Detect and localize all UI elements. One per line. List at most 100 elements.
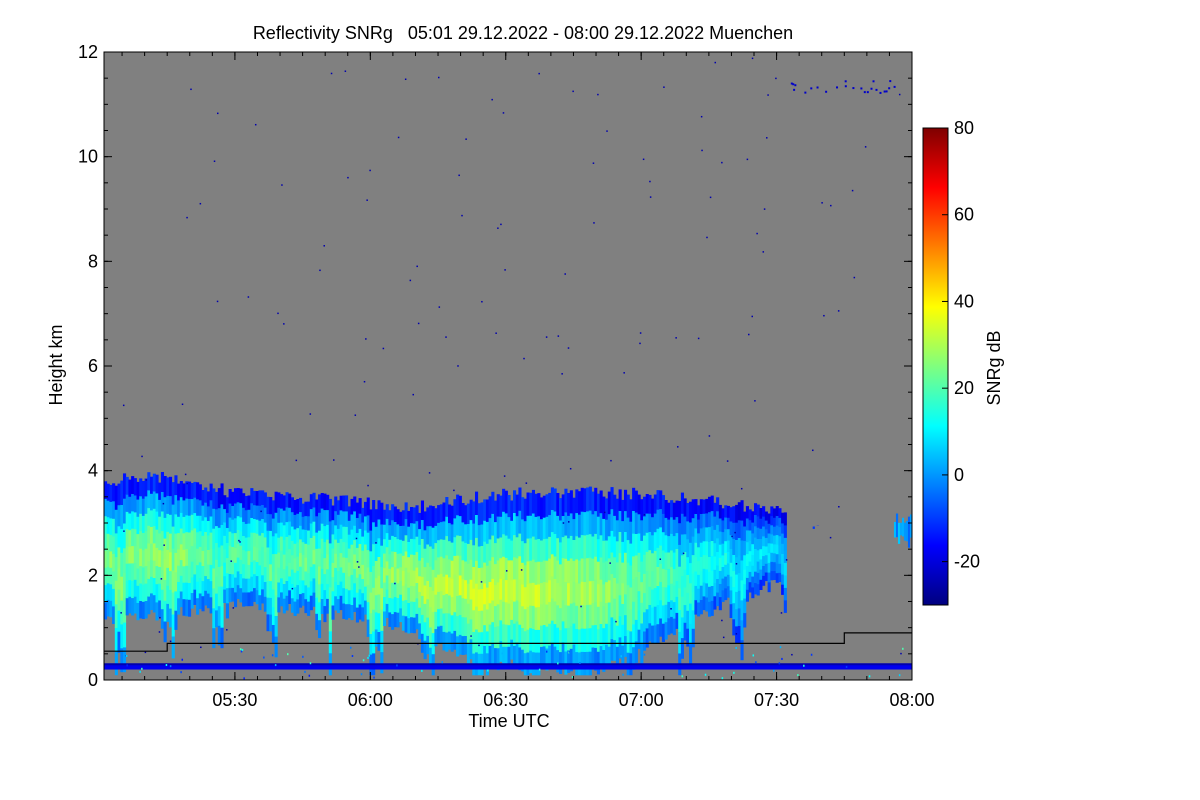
cloud-cell (773, 535, 777, 545)
cloud-cell (708, 526, 712, 542)
cloud-cell (228, 489, 232, 504)
cloud-cell (510, 599, 514, 620)
cloud-cell (556, 560, 560, 583)
cloud-cell (705, 597, 709, 612)
noise-pixel (495, 332, 497, 334)
cloud-cell (523, 564, 527, 588)
cloud-cell (640, 519, 644, 541)
cloud-cell (198, 530, 202, 547)
cloud-cell (561, 515, 565, 538)
cloud-cell (426, 580, 430, 600)
cloud-cell (599, 512, 603, 536)
cloud-cell (353, 510, 357, 526)
cloud-cell (559, 498, 563, 521)
cloud-cell (190, 514, 194, 531)
cloud-cell (220, 483, 224, 505)
cloud-cell (472, 501, 476, 524)
cloud-cell (106, 566, 110, 584)
cloud-cell (545, 494, 549, 517)
cloud-cell (634, 576, 638, 599)
cloud-cell (258, 520, 262, 536)
cloud-cell (640, 643, 644, 665)
cloud-cell (258, 490, 262, 506)
cloud-cell (150, 526, 154, 544)
cloud-cell (434, 559, 438, 578)
cloud-cell (407, 571, 411, 588)
cloud-cell (277, 552, 281, 568)
cloud-cell (374, 629, 378, 647)
noise-pixel (470, 635, 472, 637)
cloud-cell (212, 508, 216, 529)
near-surface-pixel (735, 646, 737, 649)
cloud-cell (634, 640, 638, 663)
noise-pixel (735, 563, 738, 565)
cloud-cell (383, 582, 387, 598)
cloud-cell (483, 582, 487, 605)
cloud-cell (583, 604, 587, 629)
cloud-cell (209, 564, 213, 582)
cloud-cell (602, 518, 606, 541)
y-tick-label: 2 (88, 565, 98, 585)
cloud-cell (756, 583, 760, 596)
cloud-cell (139, 495, 143, 514)
cloud-cell (764, 572, 768, 582)
cloud-cell (764, 554, 768, 564)
cloud-cell (290, 597, 294, 613)
noise-pixel (791, 653, 793, 656)
cloud-cell (399, 566, 403, 581)
cloud-cell (336, 598, 340, 614)
cloud-cell (781, 512, 785, 524)
cloud-cell (664, 500, 668, 518)
cloud-cell (683, 533, 687, 552)
cloud-cell (504, 579, 508, 603)
cloud-cell (699, 585, 703, 600)
cloud-cell (697, 588, 701, 603)
cloud-cell (239, 488, 243, 504)
cloud-cell (542, 560, 546, 582)
cloud-cell (347, 520, 351, 535)
cloud-cell (285, 506, 289, 523)
cloud-cell (179, 591, 183, 608)
cloud-cell (526, 538, 530, 562)
cloud-cell (751, 576, 755, 588)
cloud-cell (594, 556, 598, 580)
cloud-cell (420, 519, 424, 539)
cloud-cell (128, 596, 132, 614)
cloud-cell (618, 615, 622, 638)
cloud-cell (783, 549, 787, 563)
cloud-cell (670, 616, 674, 634)
cloud-cell (523, 630, 527, 654)
cloud-cell (282, 598, 286, 614)
cloud-cell (426, 544, 430, 563)
cloud-cell (667, 601, 671, 619)
cloud-cell (104, 601, 108, 620)
cloud-cell (271, 500, 275, 519)
cloud-cell (556, 627, 560, 651)
cloud-cell (150, 543, 154, 561)
noise-pixel (163, 544, 165, 546)
cloud-cell (312, 535, 316, 551)
cloud-cell (637, 571, 641, 592)
cloud-cell (244, 550, 248, 565)
cloud-cell (697, 505, 701, 520)
cloud-cell (583, 558, 587, 582)
cloud-cell (775, 544, 779, 555)
cloud-cell (507, 603, 511, 626)
cloud-cell (364, 586, 368, 601)
cloud-cell (488, 496, 492, 519)
cloud-cell (193, 589, 197, 605)
cloud-cell (670, 533, 674, 551)
cloud-cell (160, 530, 164, 551)
cloud-cell (624, 552, 628, 574)
noise-pixel (525, 482, 528, 484)
cloud-cell (299, 593, 303, 608)
cloud-cell (179, 528, 183, 545)
cloud-cell (285, 521, 289, 537)
cloud-cell (215, 508, 219, 527)
cloud-cell (518, 510, 522, 534)
cloud-cell (401, 510, 405, 526)
cloud-cell (521, 649, 525, 672)
cloud-cell (136, 499, 140, 517)
cloud-cell (326, 524, 330, 540)
cloud-cell (759, 579, 763, 590)
